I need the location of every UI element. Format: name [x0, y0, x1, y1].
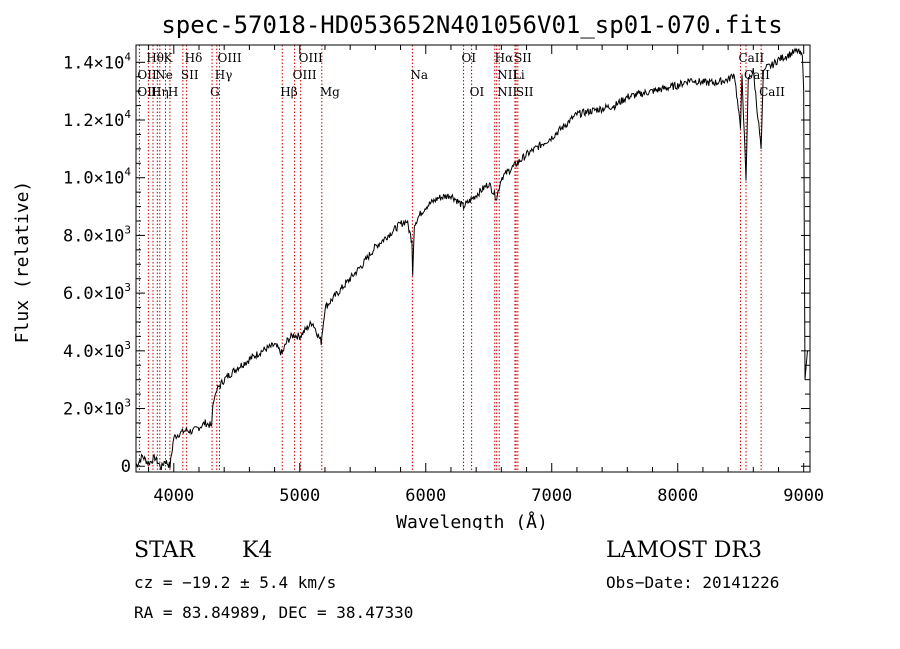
line-label: Hα [495, 51, 514, 65]
x-tick-label: 5000 [279, 486, 320, 506]
line-label: Hβ [280, 85, 297, 99]
line-label: CaII [759, 85, 785, 99]
x-axis-ticks: 4000 5000 6000 7000 8000 9000 [148, 45, 824, 506]
x-tick-label: 9000 [783, 486, 824, 506]
y-tick-label: 0 [121, 457, 131, 477]
line-label: SII [181, 68, 199, 82]
line-label: SII [514, 51, 532, 65]
line-label: OI [470, 85, 485, 99]
spectrum-chart: spec-57018-HD053652N401056V01_sp01-070.f… [12, 11, 824, 530]
line-label: OIII [218, 51, 242, 65]
coordinates: RA = 83.84989, DEC = 38.47330 [134, 603, 414, 622]
line-label: NII [497, 85, 517, 99]
object-class: STAR [134, 538, 195, 563]
line-label: Mg [320, 85, 340, 99]
x-tick-label: 7000 [531, 486, 572, 506]
line-label: NII [497, 68, 517, 82]
y-tick-label: 1.2×104 [63, 108, 131, 131]
x-tick-label: 8000 [657, 486, 698, 506]
line-label: OII [137, 68, 157, 82]
redshift-value: cz = −19.2 ± 5.4 km/s [134, 573, 337, 592]
y-tick-label: 6.0×103 [63, 281, 131, 304]
line-label: Hγ [215, 68, 233, 82]
plot-frame [135, 44, 811, 473]
y-tick-label: 1.0×104 [63, 166, 131, 189]
observation-date: Obs−Date: 20141226 [606, 573, 780, 592]
line-label: SII [516, 85, 534, 99]
object-subclass: K4 [242, 538, 273, 563]
line-label: G [210, 85, 220, 99]
y-tick-label: 2.0×103 [63, 397, 131, 420]
line-label: Ne [155, 68, 173, 82]
line-label: K [163, 51, 173, 65]
chart-title: spec-57018-HD053652N401056V01_sp01-070.f… [161, 11, 782, 39]
line-label: Li [513, 68, 525, 82]
spectrum-series [135, 47, 808, 471]
line-label: OIII [293, 68, 317, 82]
line-label: H [168, 85, 178, 99]
line-label: OIII [299, 51, 323, 65]
survey-name: LAMOST DR3 [606, 538, 762, 563]
line-label: Hδ [185, 51, 203, 65]
x-tick-label: 4000 [153, 486, 194, 506]
line-label: OII [137, 85, 157, 99]
line-label: Na [410, 68, 428, 82]
line-label: Hη [151, 85, 169, 99]
line-label: OI [462, 51, 477, 65]
y-tick-label: 1.4×104 [63, 50, 131, 73]
y-axis-ticks: 0 2.0×103 4.0×103 6.0×103 8.0×103 1.0×104 1.2×… [63, 50, 810, 477]
spectral-line-markers [138, 45, 762, 472]
line-label: CaII [738, 51, 764, 65]
x-tick-label: 6000 [405, 486, 446, 506]
line-label: Hθ [146, 51, 164, 65]
y-tick-label: 4.0×103 [63, 339, 131, 362]
x-axis-label: Wavelength (Å) [396, 511, 548, 530]
y-axis-label: Flux (relative) [12, 181, 33, 344]
y-tick-label: 8.0×103 [63, 223, 131, 246]
